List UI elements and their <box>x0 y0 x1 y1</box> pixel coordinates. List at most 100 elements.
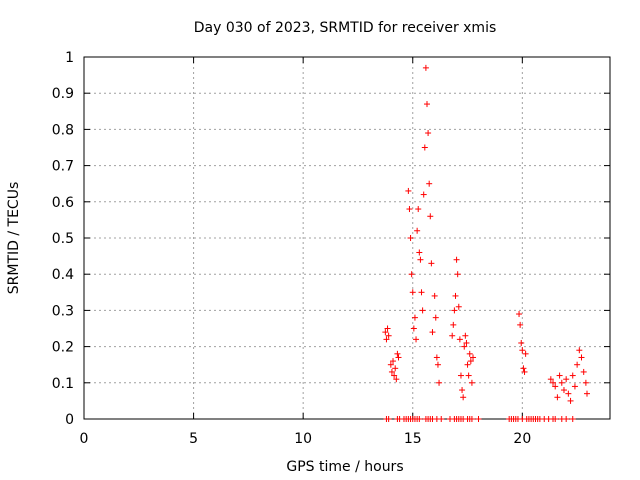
data-point <box>459 387 466 394</box>
data-point <box>406 206 413 213</box>
y-axis-label: SRMTID / TECUs <box>6 182 22 295</box>
data-point <box>384 325 391 332</box>
data-point <box>422 64 429 71</box>
data-point <box>407 235 414 241</box>
data-point <box>547 376 554 383</box>
data-point <box>390 358 397 365</box>
data-point <box>420 191 427 198</box>
data-point <box>563 416 570 422</box>
data-point <box>516 311 523 318</box>
data-point <box>428 260 435 267</box>
data-point <box>463 339 470 346</box>
x-tick-label: 10 <box>294 431 312 447</box>
data-point <box>521 368 528 375</box>
data-point <box>453 256 460 263</box>
data-point <box>461 343 468 350</box>
data-point <box>467 358 474 365</box>
data-point <box>425 130 432 137</box>
data-point <box>455 303 462 310</box>
data-point <box>408 271 415 278</box>
data-point <box>563 376 570 383</box>
data-point <box>405 187 412 194</box>
data-point <box>394 350 401 357</box>
x-tick-label: 20 <box>513 431 531 447</box>
data-point <box>456 336 463 343</box>
y-tick-label: 1 <box>65 50 74 66</box>
data-point <box>465 372 472 379</box>
data-point <box>567 397 574 404</box>
data-point <box>418 289 425 296</box>
data-point <box>385 416 392 422</box>
data-point <box>518 339 525 346</box>
data-point <box>475 416 482 422</box>
y-tick-label: 0 <box>65 412 74 428</box>
data-point <box>470 354 477 361</box>
data-point <box>395 354 402 361</box>
data-point <box>578 354 585 361</box>
y-tick-label: 0.1 <box>52 376 74 392</box>
y-tick-label: 0.7 <box>52 159 74 175</box>
x-tick-label: 15 <box>404 431 422 447</box>
data-point <box>583 390 590 397</box>
data-point <box>433 354 440 361</box>
data-point <box>574 361 581 368</box>
data-point <box>582 379 589 386</box>
data-point <box>464 361 471 368</box>
y-tick-label: 0.4 <box>52 267 74 283</box>
data-point <box>522 350 529 357</box>
x-axis-label: GPS time / hours <box>286 459 403 475</box>
data-point <box>558 379 565 386</box>
data-point <box>457 372 464 379</box>
y-tick-label: 0.2 <box>52 340 74 356</box>
data-point <box>580 368 587 375</box>
data-point <box>569 416 576 422</box>
data-point <box>423 101 430 108</box>
data-point <box>426 180 433 187</box>
data-points <box>382 64 590 422</box>
data-point <box>466 350 473 357</box>
y-tick-label: 0.6 <box>52 195 74 211</box>
data-point <box>468 379 475 386</box>
data-point <box>565 390 572 397</box>
data-point <box>520 365 527 372</box>
axis-ticks: 00.10.20.30.40.50.60.70.80.910 5 10 15 20 <box>52 50 610 447</box>
data-point <box>385 332 392 339</box>
data-point <box>468 416 475 422</box>
grid <box>84 57 610 419</box>
data-point <box>452 292 459 299</box>
data-point <box>387 361 394 368</box>
data-point <box>409 289 416 296</box>
x-tick-label: 5 <box>189 431 198 447</box>
data-point <box>434 361 441 368</box>
data-point <box>419 307 426 314</box>
data-point <box>414 227 421 234</box>
data-point <box>427 213 434 220</box>
data-point <box>392 365 399 372</box>
data-point <box>556 372 563 379</box>
data-point <box>416 416 423 422</box>
data-point <box>462 332 469 339</box>
data-point <box>413 336 420 343</box>
data-point <box>569 372 576 379</box>
data-point <box>517 321 524 328</box>
data-point <box>417 256 424 263</box>
data-point <box>560 387 567 394</box>
data-point <box>552 416 559 422</box>
data-point <box>382 329 389 336</box>
data-point <box>550 379 557 386</box>
data-point <box>393 376 400 383</box>
data-point <box>391 372 398 379</box>
data-point <box>415 206 422 213</box>
data-point <box>449 332 456 339</box>
x-tick-label: 0 <box>80 431 89 447</box>
y-tick-label: 0.9 <box>52 86 74 102</box>
data-point <box>416 249 423 256</box>
data-point <box>554 394 561 401</box>
data-point <box>410 325 417 332</box>
data-point <box>438 416 445 422</box>
data-point <box>552 383 559 390</box>
data-point <box>519 347 526 354</box>
data-point <box>450 321 457 328</box>
y-tick-label: 0.3 <box>52 303 74 319</box>
